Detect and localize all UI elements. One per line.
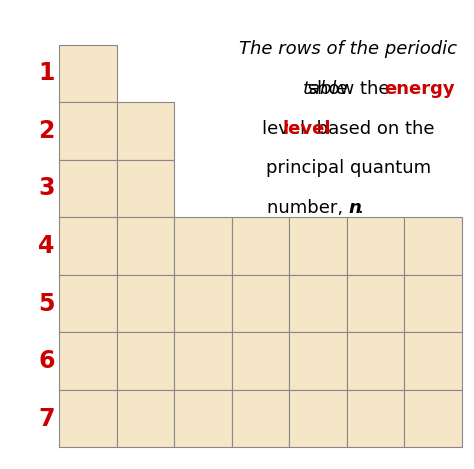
Bar	[346, 275, 404, 332]
Text: level  based on the: level based on the	[262, 120, 435, 137]
Text: principal quantum: principal quantum	[266, 159, 431, 177]
Bar	[346, 217, 404, 275]
Bar	[404, 390, 462, 447]
Bar	[59, 275, 117, 332]
Bar	[289, 332, 346, 390]
Bar	[232, 332, 289, 390]
Text: 1: 1	[38, 61, 55, 85]
Text: 4: 4	[38, 234, 55, 258]
Bar	[232, 217, 289, 275]
Bar	[289, 390, 346, 447]
Text: number,: number,	[266, 199, 348, 217]
Text: energy: energy	[384, 80, 455, 98]
Bar	[117, 102, 174, 160]
Bar	[174, 390, 232, 447]
Bar	[59, 102, 117, 160]
Bar	[232, 275, 289, 332]
Bar	[59, 332, 117, 390]
Bar	[59, 160, 117, 217]
Text: 7: 7	[38, 407, 55, 431]
Text: 6: 6	[38, 349, 55, 373]
Text: 5: 5	[38, 292, 55, 316]
Bar	[117, 332, 174, 390]
Bar	[117, 160, 174, 217]
Bar	[232, 390, 289, 447]
Bar	[174, 332, 232, 390]
Bar	[289, 275, 346, 332]
Bar	[174, 275, 232, 332]
Bar	[404, 275, 462, 332]
Bar	[346, 332, 404, 390]
Text: table: table	[303, 80, 348, 98]
Bar	[59, 390, 117, 447]
Bar	[59, 45, 117, 102]
Bar	[289, 217, 346, 275]
Text: .: .	[357, 199, 363, 217]
Bar	[404, 332, 462, 390]
Text: 2: 2	[38, 119, 55, 143]
Bar	[117, 390, 174, 447]
Bar	[117, 275, 174, 332]
Text: level: level	[283, 120, 331, 137]
Bar	[346, 390, 404, 447]
Bar	[59, 217, 117, 275]
Text: show the: show the	[302, 80, 395, 98]
Text: The rows of the periodic: The rows of the periodic	[239, 40, 457, 58]
Bar	[174, 217, 232, 275]
Bar	[404, 217, 462, 275]
Bar	[117, 217, 174, 275]
Text: n: n	[348, 199, 361, 217]
Text: 3: 3	[38, 176, 55, 200]
